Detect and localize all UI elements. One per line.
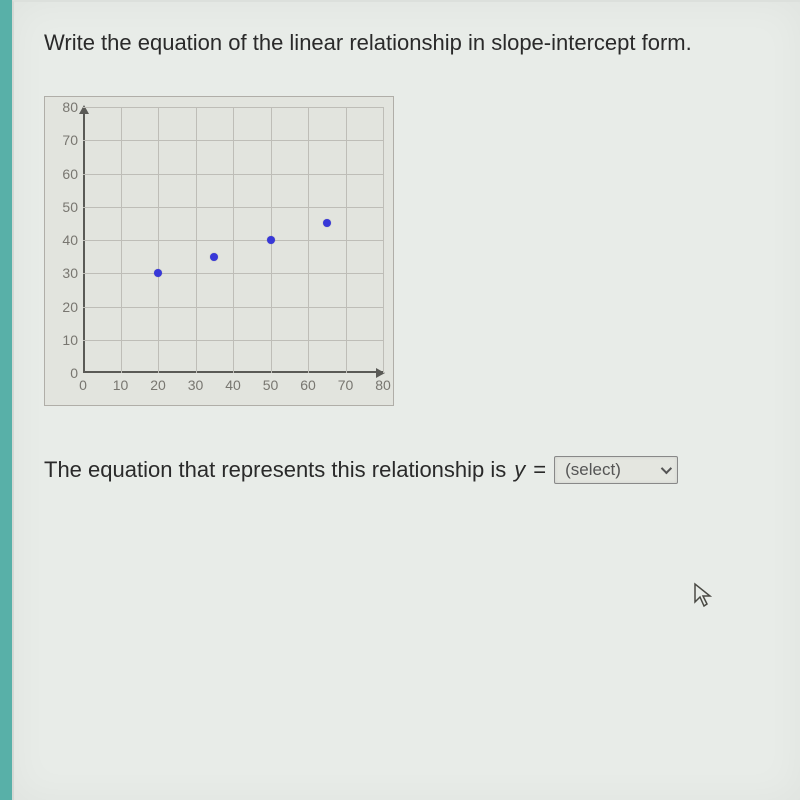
equation-select[interactable]: (select): [554, 456, 678, 484]
y-axis-label: 60: [50, 166, 78, 182]
y-axis-label: 80: [50, 99, 78, 115]
data-point: [154, 269, 162, 277]
x-axis-label: 70: [338, 377, 354, 393]
data-point: [210, 253, 218, 261]
cursor-arrow-icon: [692, 582, 716, 615]
chevron-down-icon: [661, 463, 672, 474]
grid-line-v: [196, 107, 197, 373]
y-axis-label: 30: [50, 265, 78, 281]
grid-line-v: [346, 107, 347, 373]
data-point: [323, 219, 331, 227]
y-axis-label: 40: [50, 232, 78, 248]
grid-line-v: [383, 107, 384, 373]
x-axis-label: 10: [113, 377, 129, 393]
y-axis-label: 0: [50, 365, 78, 381]
answer-variable: y: [514, 457, 525, 483]
x-axis-label: 30: [188, 377, 204, 393]
y-axis-label: 50: [50, 199, 78, 215]
grid-line-v: [233, 107, 234, 373]
x-axis-label: 20: [150, 377, 166, 393]
x-axis-label: 40: [225, 377, 241, 393]
grid-line-v: [308, 107, 309, 373]
select-placeholder: (select): [565, 460, 621, 480]
page-container: Write the equation of the linear relatio…: [12, 0, 800, 800]
answer-prefix: The equation that represents this relati…: [44, 457, 506, 483]
x-axis-label: 50: [263, 377, 279, 393]
y-axis-label: 20: [50, 299, 78, 315]
grid-line-v: [121, 107, 122, 373]
x-axis-label: 80: [375, 377, 391, 393]
answer-equals: =: [533, 457, 546, 483]
y-axis-label: 10: [50, 332, 78, 348]
x-axis-label: 60: [300, 377, 316, 393]
question-title: Write the equation of the linear relatio…: [44, 30, 770, 56]
chart-plot-area: 0102030405060708001020304050607080: [83, 107, 383, 373]
answer-line: The equation that represents this relati…: [44, 456, 770, 484]
scatter-chart: 0 10 20 30 40 50 60 70 80 0 10 20 30 40 50 60 70 80: [44, 96, 394, 406]
data-point: [267, 236, 275, 244]
grid-line-v: [158, 107, 159, 373]
y-axis-label: 70: [50, 132, 78, 148]
x-axis-label: 0: [79, 377, 87, 393]
